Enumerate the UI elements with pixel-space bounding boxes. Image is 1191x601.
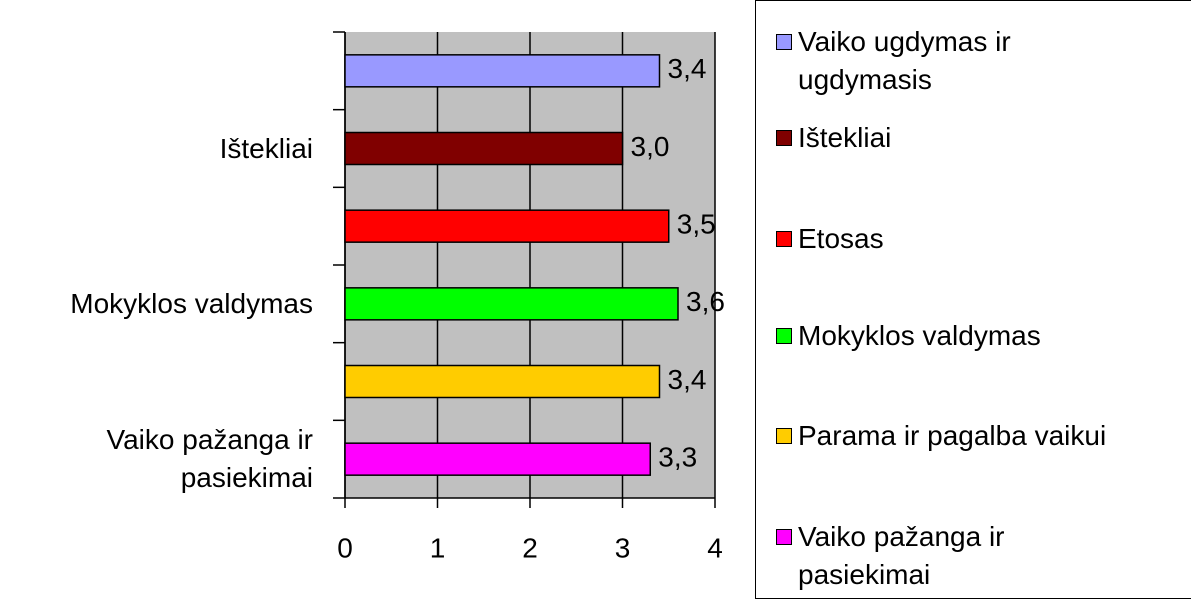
bar	[344, 54, 661, 88]
legend-swatch	[776, 428, 792, 444]
legend-swatch	[776, 328, 792, 344]
legend-label: Mokyklos valdymas	[798, 320, 1041, 351]
legend-swatch	[776, 231, 792, 247]
value-label: 3,0	[631, 131, 670, 162]
legend-label: Ištekliai	[798, 122, 892, 153]
legend-label: Etosas	[798, 223, 884, 254]
legend-label: Vaiko pažanga ir pasiekimai	[798, 521, 1005, 590]
bar	[344, 209, 670, 243]
y-tick-label: Mokyklos valdymas	[70, 287, 313, 319]
x-tick-label: 3	[615, 532, 631, 563]
value-label: 3,4	[668, 364, 707, 395]
bar	[344, 287, 679, 321]
value-label: 3,3	[658, 442, 697, 473]
legend-item: Vaiko pažanga ir pasiekimai	[776, 518, 1191, 594]
legend-item: Parama ir pagalba vaikui	[776, 417, 1191, 455]
value-label: 3,6	[686, 286, 725, 317]
legend-swatch	[776, 529, 792, 545]
legend-item: Ištekliai	[776, 119, 1191, 157]
x-tick-label: 0	[337, 532, 353, 563]
y-tick-label: Vaiko pažanga ir pasiekimai	[106, 424, 314, 494]
legend-swatch	[776, 34, 792, 50]
legend-label: Parama ir pagalba vaikui	[798, 420, 1107, 451]
bar	[344, 131, 624, 166]
legend: Vaiko ugdymas ir ugdymasis Ištekliai Etosa…	[755, 0, 1191, 599]
legend-swatch	[776, 130, 792, 146]
legend-item: Mokyklos valdymas	[776, 317, 1191, 355]
value-label: 3,5	[677, 209, 716, 240]
legend-label: Vaiko ugdymas ir ugdymasis	[798, 26, 1011, 95]
x-tick-label: 1	[430, 532, 446, 563]
legend-item: Vaiko ugdymas ir ugdymasis	[776, 23, 1191, 99]
bar	[344, 442, 651, 476]
x-tick-label: 2	[522, 532, 538, 563]
bar	[344, 364, 661, 399]
legend-item: Etosas	[776, 220, 1191, 258]
y-tick-label: Ištekliai	[219, 132, 313, 164]
value-label: 3,4	[668, 53, 707, 84]
x-tick-label: 4	[707, 532, 723, 563]
